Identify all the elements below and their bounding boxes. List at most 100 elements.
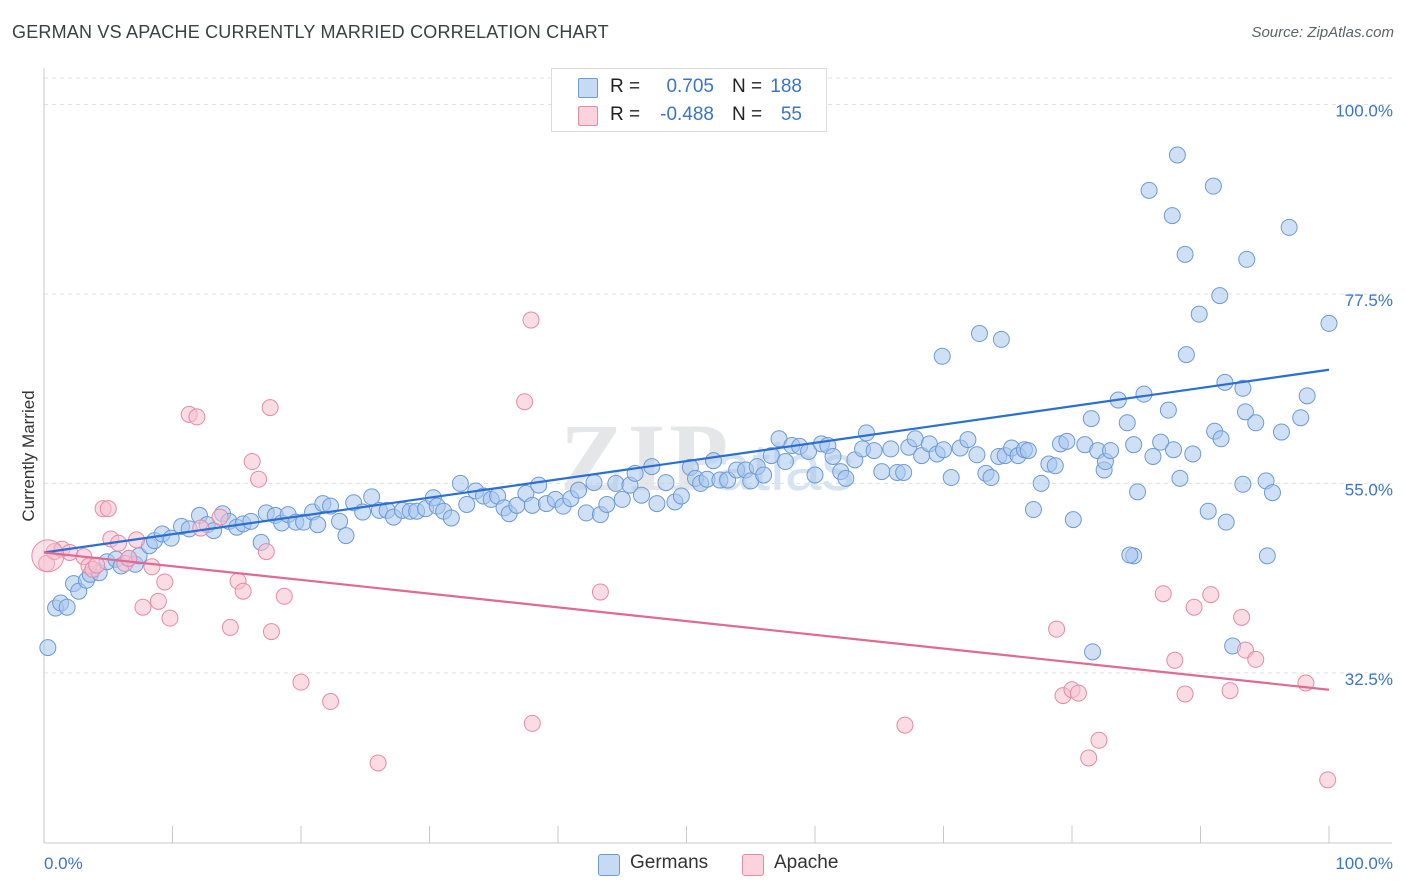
legend-label: Germans [630, 852, 709, 873]
data-point [762, 447, 780, 465]
data-point [1082, 410, 1100, 428]
trend-line [43, 368, 1330, 554]
legend-row-apache: R = -0.488 N = 55 [552, 101, 826, 131]
data-point [234, 582, 252, 600]
data-point [1121, 546, 1139, 564]
data-point [970, 325, 988, 343]
trend-line [43, 551, 1330, 691]
data-point [1280, 218, 1298, 236]
data-point [331, 512, 349, 530]
data-point [1211, 287, 1229, 305]
data-point [275, 587, 293, 605]
data-point [161, 609, 179, 627]
data-point [1032, 474, 1050, 492]
data-point [1319, 771, 1337, 789]
data-point [895, 463, 913, 481]
data-point [1163, 207, 1181, 225]
data-point [882, 440, 900, 458]
data-point [1247, 650, 1265, 668]
data-point [1185, 598, 1203, 616]
data-point [39, 639, 57, 657]
y-tick-label: 55.0% [1345, 480, 1393, 499]
data-point [1258, 547, 1276, 565]
data-point [221, 618, 239, 636]
n-label: N = [732, 76, 763, 97]
germans-swatch [578, 78, 598, 98]
data-point [591, 583, 609, 601]
data-point [906, 430, 924, 448]
data-point [1184, 445, 1202, 463]
data-point [257, 543, 275, 561]
data-point [134, 598, 152, 616]
data-point [1204, 177, 1222, 195]
data-point [1202, 586, 1220, 604]
data-point [143, 558, 161, 576]
data-point [451, 474, 469, 492]
data-point [1272, 423, 1290, 441]
r-value: -0.488 [660, 104, 714, 125]
data-point [704, 452, 722, 470]
data-point [1238, 250, 1256, 268]
apache-swatch [578, 106, 598, 126]
apache-swatch [742, 854, 764, 876]
data-point [149, 592, 167, 610]
data-point [1165, 441, 1183, 459]
data-point [1118, 414, 1136, 432]
data-point [1046, 457, 1064, 475]
data-point [992, 330, 1010, 348]
data-point [1233, 608, 1251, 626]
data-point [865, 442, 883, 460]
data-point [1292, 409, 1310, 427]
data-point [896, 716, 914, 734]
data-point [598, 495, 616, 513]
data-point [1234, 475, 1252, 493]
data-point [633, 486, 651, 504]
data-point [1159, 401, 1177, 419]
data-point [309, 516, 327, 534]
stats-legend: R = 0.705 N = 188 R = -0.488 N = 55 [551, 68, 827, 132]
axes [43, 68, 1392, 844]
data-point [522, 311, 540, 329]
data-point [1298, 387, 1316, 405]
data-point [1247, 414, 1265, 432]
data-point [188, 408, 206, 426]
data-point [1190, 305, 1208, 323]
data-point [1048, 620, 1066, 638]
data-point [1166, 651, 1184, 669]
data-point [607, 474, 625, 492]
data-point [1140, 181, 1158, 199]
data-point [968, 446, 986, 464]
data-point [959, 431, 977, 449]
data-point [776, 453, 794, 471]
data-point [1019, 442, 1037, 460]
data-point [530, 476, 548, 494]
data-point [873, 463, 891, 481]
y-axis-title: Currently Married [19, 390, 38, 521]
source-label: Source: ZipAtlas.com [1251, 24, 1394, 41]
data-point [369, 754, 387, 772]
data-point [1058, 432, 1076, 450]
data-point [577, 504, 595, 522]
data-point [523, 714, 541, 732]
data-point [243, 453, 261, 471]
data-point [1234, 379, 1252, 397]
data-point [1176, 245, 1194, 263]
data-point [250, 470, 268, 488]
data-point [1080, 749, 1098, 767]
data-point-cluster [31, 539, 65, 573]
data-point [442, 509, 460, 527]
data-point [806, 466, 824, 484]
data-point [824, 447, 842, 465]
data-point [648, 495, 666, 513]
data-point [1090, 731, 1108, 749]
data-point [1176, 685, 1194, 703]
data-point [1084, 643, 1102, 661]
data-point [120, 549, 138, 567]
tick-labels: 32.5% 55.0% 77.5% 100.0% 0.0% 100.0% [44, 101, 1393, 873]
data-point [982, 469, 1000, 487]
data-point [516, 393, 534, 411]
data-point [613, 490, 631, 508]
data-point [192, 519, 210, 537]
y-tick-label: 77.5% [1345, 291, 1393, 310]
data-point [1144, 447, 1162, 465]
